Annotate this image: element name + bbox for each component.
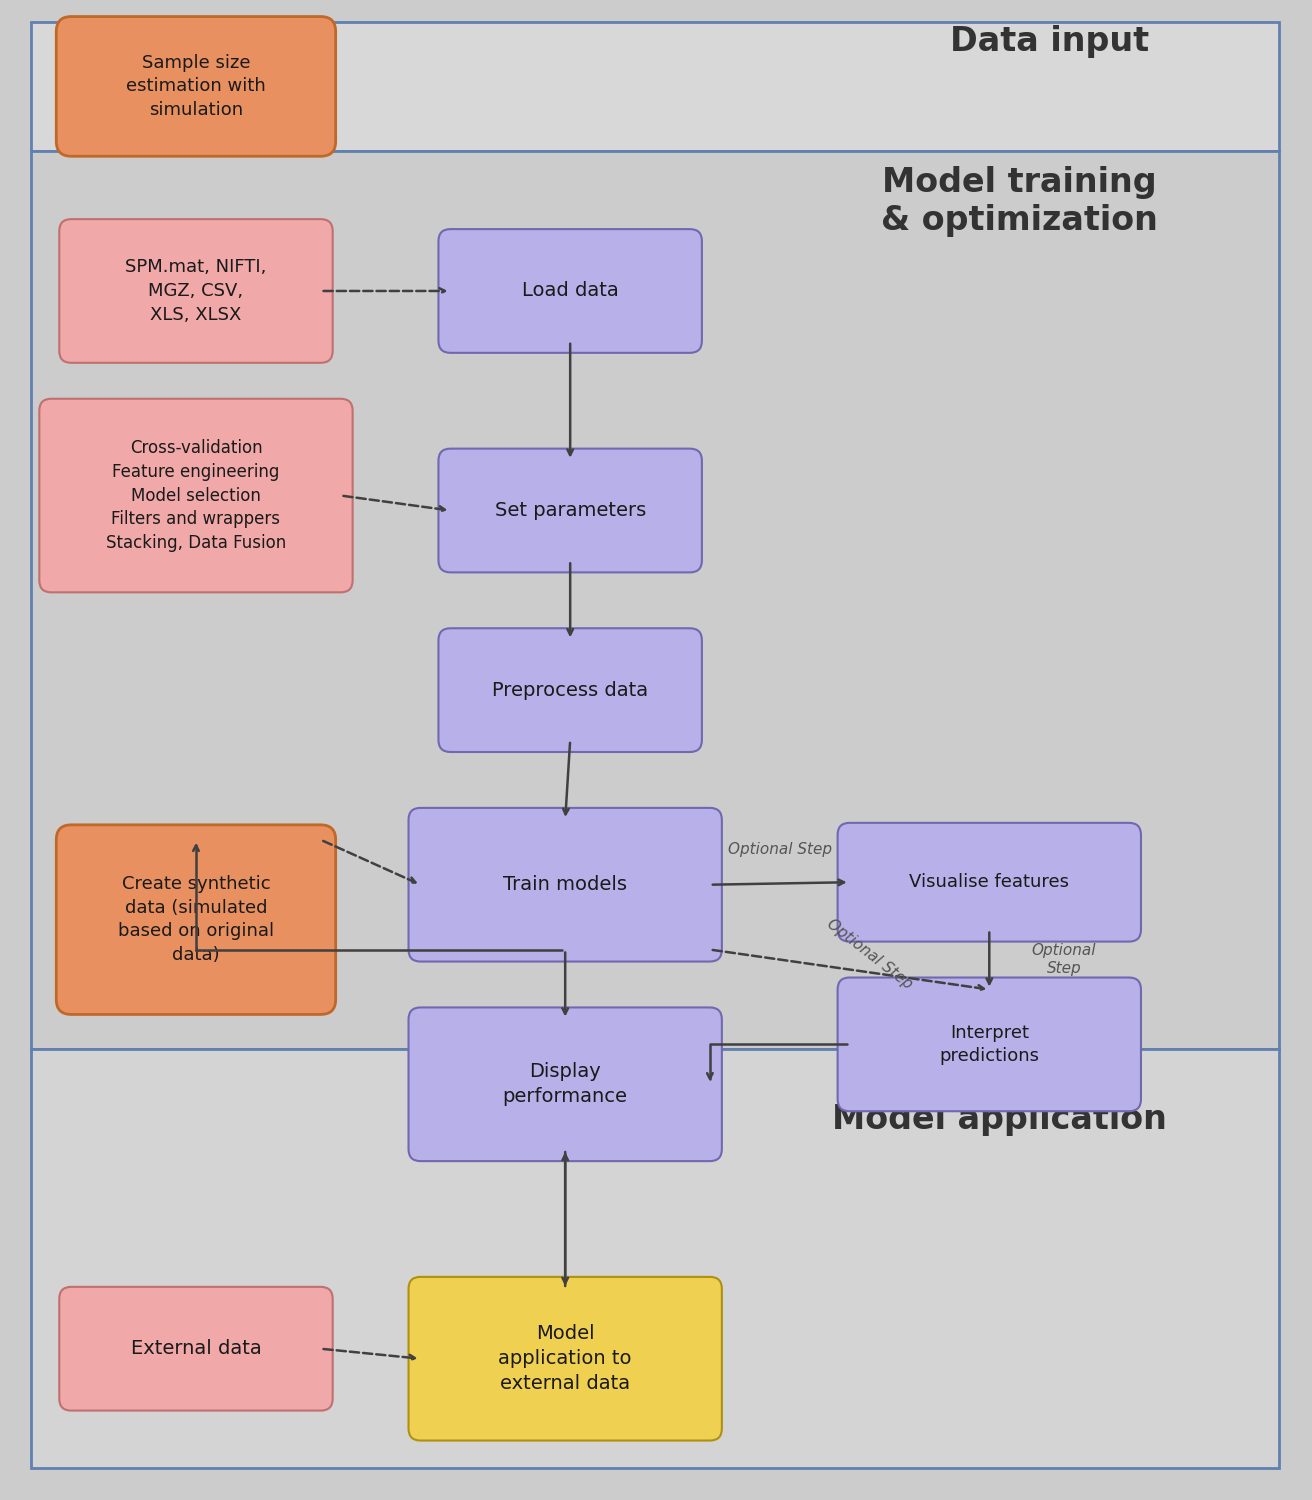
FancyBboxPatch shape <box>408 1276 722 1440</box>
FancyBboxPatch shape <box>59 219 333 363</box>
Text: Optional
Step: Optional Step <box>1031 944 1097 976</box>
FancyBboxPatch shape <box>837 978 1141 1112</box>
Text: Load data: Load data <box>522 282 618 300</box>
FancyBboxPatch shape <box>408 808 722 962</box>
Text: Model training
& optimization: Model training & optimization <box>880 165 1157 237</box>
Text: Create synthetic
data (simulated
based on original
data): Create synthetic data (simulated based o… <box>118 874 274 965</box>
FancyBboxPatch shape <box>31 1050 1279 1468</box>
Text: Train models: Train models <box>504 874 627 894</box>
Text: Set parameters: Set parameters <box>495 501 646 520</box>
Text: External data: External data <box>131 1340 261 1358</box>
Text: Interpret
predictions: Interpret predictions <box>939 1023 1039 1065</box>
FancyBboxPatch shape <box>438 230 702 352</box>
FancyBboxPatch shape <box>31 152 1279 1050</box>
FancyBboxPatch shape <box>56 825 336 1014</box>
Text: Cross-validation
Feature engineering
Model selection
Filters and wrappers
Stacki: Cross-validation Feature engineering Mod… <box>106 440 286 552</box>
FancyBboxPatch shape <box>837 824 1141 942</box>
Text: Display
performance: Display performance <box>502 1062 627 1107</box>
FancyBboxPatch shape <box>31 21 1279 152</box>
FancyBboxPatch shape <box>39 399 353 592</box>
FancyBboxPatch shape <box>438 448 702 573</box>
FancyBboxPatch shape <box>56 16 336 156</box>
Text: Sample size
estimation with
simulation: Sample size estimation with simulation <box>126 54 266 118</box>
Text: Model application: Model application <box>832 1102 1166 1136</box>
Text: Preprocess data: Preprocess data <box>492 681 648 699</box>
FancyBboxPatch shape <box>438 628 702 752</box>
FancyBboxPatch shape <box>59 1287 333 1410</box>
Text: Optional Step: Optional Step <box>824 916 916 993</box>
Text: SPM.mat, NIFTI,
MGZ, CSV,
XLS, XLSX: SPM.mat, NIFTI, MGZ, CSV, XLS, XLSX <box>125 258 266 324</box>
Text: Model
application to
external data: Model application to external data <box>499 1324 632 1394</box>
Text: Visualise features: Visualise features <box>909 873 1069 891</box>
Text: Optional Step: Optional Step <box>728 843 832 858</box>
FancyBboxPatch shape <box>408 1008 722 1161</box>
Text: Data input: Data input <box>950 26 1149 58</box>
